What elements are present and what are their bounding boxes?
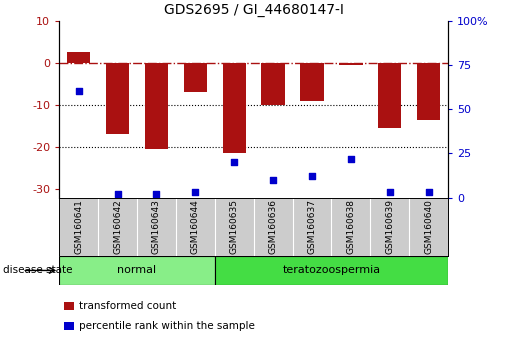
Text: GSM160642: GSM160642 [113, 199, 122, 254]
Point [75, 88, 83, 94]
Text: GSM160641: GSM160641 [74, 199, 83, 254]
Point [152, 191, 161, 197]
Text: GSM160636: GSM160636 [269, 199, 278, 254]
Text: GSM160639: GSM160639 [385, 199, 394, 254]
Point [347, 156, 355, 161]
Bar [378, 63, 401, 128]
Text: GSM160640: GSM160640 [424, 199, 433, 254]
Bar [145, 63, 168, 149]
Text: disease state: disease state [3, 266, 72, 275]
Title: GDS2695 / GI_44680147-I: GDS2695 / GI_44680147-I [164, 3, 344, 17]
Text: GSM160643: GSM160643 [152, 199, 161, 254]
Text: GSM160644: GSM160644 [191, 199, 200, 254]
Point [308, 173, 316, 179]
Bar [106, 63, 129, 134]
Point [269, 177, 277, 183]
Point [386, 189, 394, 195]
Text: GSM160637: GSM160637 [307, 199, 316, 254]
Point [191, 189, 199, 195]
Text: transformed count: transformed count [79, 301, 176, 311]
Text: GSM160638: GSM160638 [347, 199, 355, 254]
Bar [184, 63, 207, 92]
Text: teratozoospermia: teratozoospermia [282, 266, 381, 275]
Bar [215, 256, 448, 285]
Bar [417, 63, 440, 120]
Point [230, 159, 238, 165]
Text: normal: normal [117, 266, 157, 275]
Bar [222, 63, 246, 153]
Point [424, 189, 433, 195]
Text: GSM160635: GSM160635 [230, 199, 238, 254]
Bar [339, 63, 363, 65]
Bar [67, 52, 90, 63]
Point [113, 191, 122, 197]
Text: percentile rank within the sample: percentile rank within the sample [79, 321, 255, 331]
Bar [59, 256, 215, 285]
Bar [262, 63, 285, 105]
Bar [300, 63, 323, 101]
